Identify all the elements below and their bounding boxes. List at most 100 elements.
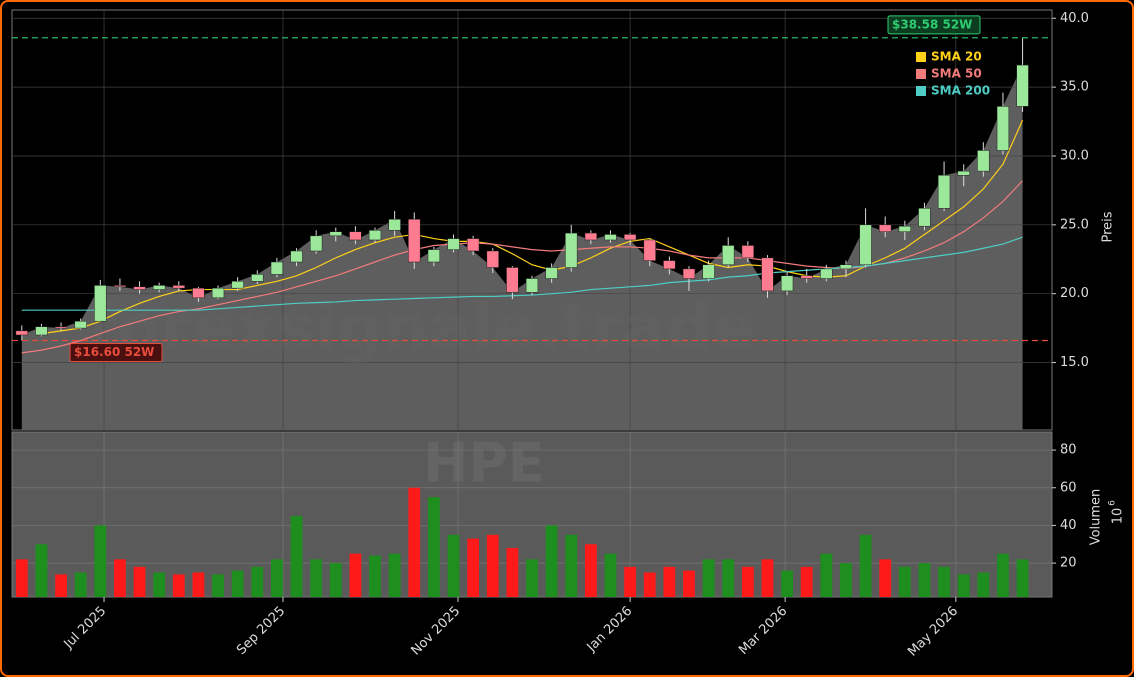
candle-body [447, 238, 460, 250]
volume-bar [565, 534, 578, 597]
candle-body [977, 150, 990, 172]
volume-bar [192, 572, 205, 597]
candle-body [506, 267, 519, 293]
candle-body [74, 320, 87, 329]
y-axis-label: Preis [1101, 211, 1116, 242]
volume-bar [761, 559, 774, 597]
candle-body [408, 219, 421, 263]
x-tick-label: May 2026 [905, 604, 961, 660]
volume-bar [369, 555, 381, 597]
legend-label: SMA 20 [931, 50, 982, 64]
sma-line [41, 119, 1024, 335]
volume-bar [408, 487, 421, 597]
candle-body [54, 326, 68, 329]
volume-bar [977, 572, 990, 597]
volume-bar [624, 566, 636, 597]
candle-body [211, 287, 225, 299]
volume-bar [800, 566, 813, 597]
y-tick-label: 20.0 [1060, 286, 1089, 301]
symbol-watermark: HPE [423, 432, 545, 495]
volume-unit-exp: 6 [1108, 500, 1118, 506]
volume-bar [15, 559, 28, 597]
volume-bar [271, 559, 283, 597]
volume-bar [133, 566, 146, 597]
y-tick-label: 25.0 [1060, 217, 1089, 232]
volume-bar [1016, 559, 1029, 597]
volume-bar [526, 559, 538, 597]
volume-bar [506, 548, 519, 597]
ref-label: $16.60 52W [74, 345, 154, 359]
volume-bar [683, 570, 695, 597]
candle-body [584, 232, 598, 241]
legend-swatch [916, 69, 926, 79]
x-tick-label: Sep 2025 [234, 604, 288, 658]
x-tick-label: Mar 2026 [736, 604, 790, 658]
volume-bar [859, 534, 872, 597]
candle-body [761, 257, 774, 292]
x-tick-label: Jan 2026 [584, 604, 636, 656]
candle-body [643, 239, 656, 261]
candle-body [310, 235, 323, 252]
volume-bar [55, 574, 67, 597]
y-tick-label: 40.0 [1060, 11, 1089, 26]
volume-unit-base: 10 [1111, 508, 1126, 525]
candle-body [427, 249, 441, 263]
candle-body [663, 260, 676, 270]
y-tick-label: 20 [1060, 556, 1077, 571]
candle-body [525, 278, 539, 293]
candle-body [94, 285, 107, 322]
candle-body [290, 250, 303, 263]
candle-body [957, 170, 970, 176]
volume-bar [212, 574, 224, 597]
legend-swatch [916, 52, 926, 62]
volume-bar [467, 538, 480, 597]
y-tick-label: 15.0 [1060, 355, 1089, 370]
candle-body [133, 286, 146, 290]
volume-bar [35, 544, 48, 597]
ref-label-box [69, 342, 163, 362]
y-tick-label: 60 [1060, 480, 1077, 495]
volume-bar [114, 559, 126, 597]
volume-bar [879, 559, 892, 597]
y-tick-label: 35.0 [1060, 80, 1089, 95]
volume-bar [251, 566, 264, 597]
volume-bar [997, 553, 1009, 597]
volume-bar [820, 553, 833, 597]
candle-body [388, 219, 401, 231]
candle-body [898, 225, 911, 232]
watermark: forexsignale.trade [89, 292, 756, 366]
candle-body [859, 224, 872, 266]
volume-bar [604, 553, 617, 597]
legend-swatch [916, 86, 926, 96]
candle-body [35, 326, 48, 336]
volume-bar [584, 544, 597, 597]
candle-body [368, 230, 382, 241]
volume-bar [643, 572, 656, 597]
ref-label-box [887, 15, 981, 35]
candle-body [604, 234, 617, 241]
candle-body [270, 261, 284, 275]
candle-body [192, 287, 205, 299]
price-area [21, 65, 1023, 430]
volume-bar [663, 566, 676, 597]
candle-body [937, 174, 951, 209]
volume-axis-label: Volumen [1089, 489, 1104, 546]
candle-body [820, 268, 833, 279]
candle-body [918, 208, 931, 227]
volume-bar [898, 566, 911, 597]
volume-bar [741, 566, 754, 597]
y-tick-label: 40 [1060, 518, 1077, 533]
legend-label: SMA 200 [931, 84, 990, 98]
x-tick-label: Nov 2025 [408, 604, 463, 659]
candle-body [153, 285, 166, 290]
candle-body [251, 274, 264, 282]
volume-bar [231, 570, 244, 597]
candle-body [996, 106, 1010, 151]
candle-body [800, 275, 813, 279]
volume-bar [329, 563, 342, 597]
volume-bar [722, 559, 735, 597]
legend-label: SMA 50 [931, 67, 982, 81]
candle-body [722, 245, 735, 266]
